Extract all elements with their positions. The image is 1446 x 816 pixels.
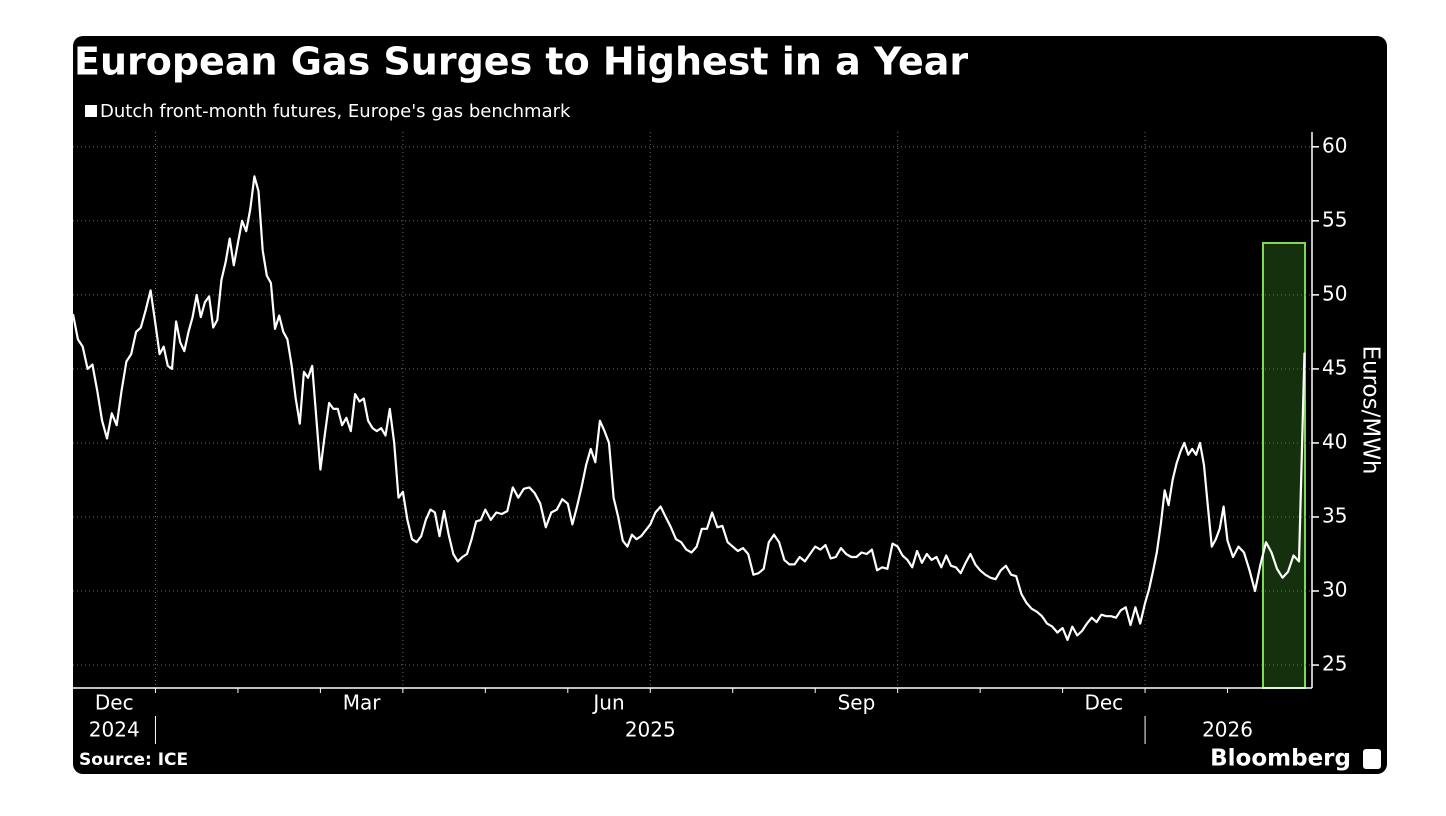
y-tick-label: 50 xyxy=(1322,281,1347,305)
x-tick-label: Dec xyxy=(1084,691,1123,715)
y-tick-label: 60 xyxy=(1322,133,1347,157)
highlight xyxy=(1262,242,1306,689)
y-tick-label: 40 xyxy=(1322,429,1347,453)
source: Source: ICE xyxy=(79,750,188,770)
x-tick-label: Dec xyxy=(95,691,134,715)
y-tick-label: 35 xyxy=(1322,503,1347,527)
x-tick-label: Mar xyxy=(343,691,382,715)
series-line xyxy=(71,175,1306,641)
x-tick-label: Jun xyxy=(591,691,624,715)
legend-label: Dutch front-month futures, Europe's gas … xyxy=(100,101,571,122)
legend-swatch xyxy=(85,105,97,117)
y-tick-label: 55 xyxy=(1322,207,1347,231)
y-tick-label: 25 xyxy=(1322,652,1347,676)
chart-title: European Gas Surges to Highest in a Year xyxy=(74,40,968,84)
y-tick-label: 30 xyxy=(1322,578,1347,602)
brand-icon xyxy=(1363,749,1381,769)
year-label: 2024 xyxy=(89,718,140,742)
x-tick-label: Sep xyxy=(838,691,876,715)
brand: Bloomberg xyxy=(1210,746,1351,772)
year-label: 2025 xyxy=(625,718,676,742)
y-axis-label: Euros/MWh xyxy=(1358,345,1384,474)
year-label: 2026 xyxy=(1202,718,1253,742)
y-tick-label: 45 xyxy=(1322,355,1347,379)
